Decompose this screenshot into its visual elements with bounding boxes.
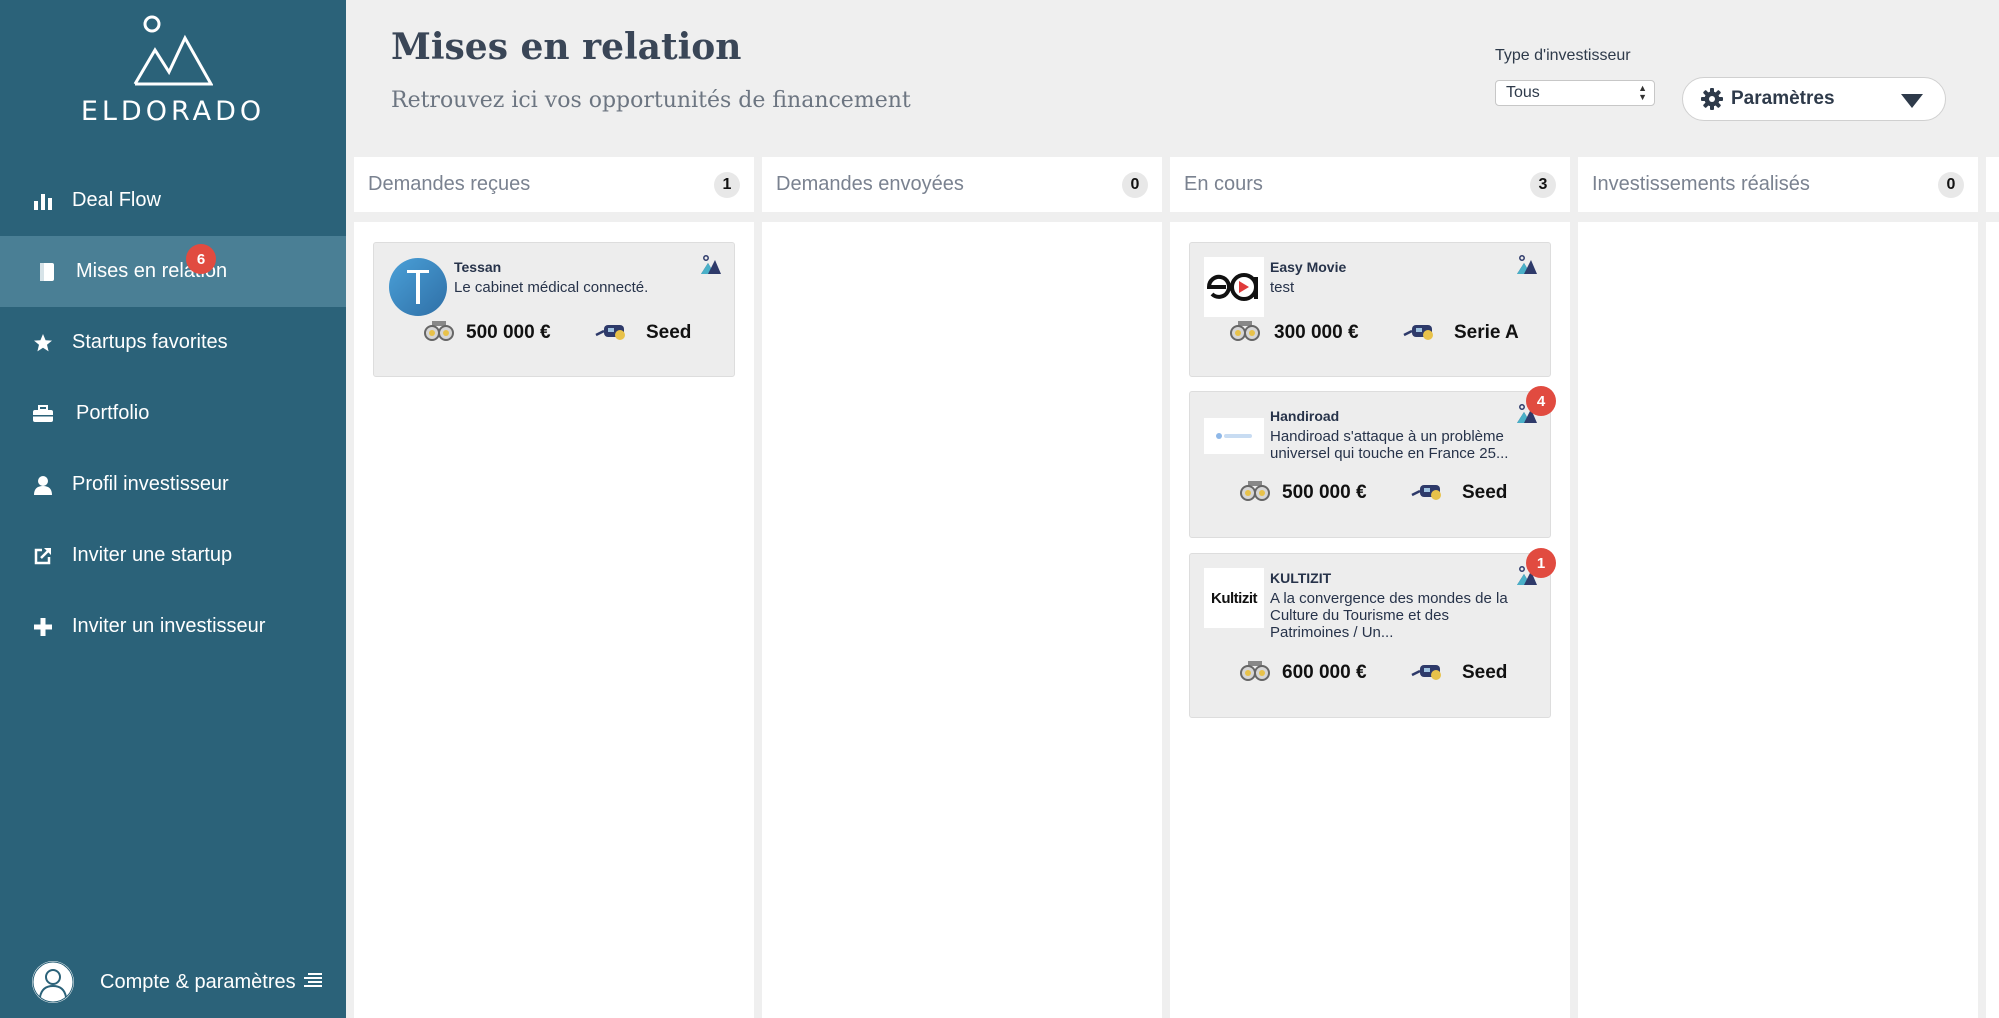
column-demandes-recues: Tessan Le cabinet médical connecté. 500 …: [354, 222, 754, 1018]
funding-amount: 500 000 €: [466, 322, 551, 343]
sidebar-item-mises-en-relation[interactable]: Mises en relation 6: [0, 236, 346, 307]
column-count: 0: [1938, 171, 1964, 198]
funding-amount: 600 000 €: [1282, 662, 1367, 683]
column-investissements-realises: [1578, 222, 1978, 1018]
startup-meta: 300 000 € Serie A: [1190, 318, 1552, 348]
column-count: 0: [1122, 171, 1148, 198]
notification-badge: 1: [1526, 548, 1556, 578]
briefcase-icon: [32, 403, 54, 425]
startup-logo-text: Kultizit: [1211, 589, 1258, 607]
funding-stage: Seed: [646, 322, 692, 343]
startup-name: Handiroad: [1270, 408, 1340, 424]
caret-down-icon: [1901, 92, 1923, 114]
startup-card-kultizit[interactable]: Kultizit KULTIZIT A la convergence des m…: [1189, 548, 1556, 718]
column-header-en-cours[interactable]: En cours 3: [1170, 157, 1570, 212]
sidebar-item-inviter-startup[interactable]: Inviter une startup: [0, 520, 346, 591]
startup-description: test: [1270, 279, 1295, 296]
mountain-icon: [1516, 255, 1538, 280]
star-icon: [32, 332, 54, 354]
binoculars-icon: [1240, 658, 1270, 687]
account-settings[interactable]: Compte & paramètres: [32, 960, 322, 1004]
rocket-icon: [1410, 658, 1448, 687]
account-label: Compte & paramètres: [100, 970, 296, 993]
rocket-icon: [594, 318, 632, 347]
column-partial: [1986, 222, 1999, 1018]
bar-chart-icon: [32, 190, 54, 212]
investor-type-select[interactable]: Tous ▲ ▼: [1495, 80, 1655, 106]
column-title: En cours: [1184, 173, 1263, 195]
startup-meta: 600 000 € Seed: [1190, 658, 1552, 688]
avatar: [32, 961, 74, 1003]
parameters-button[interactable]: Paramètres: [1682, 77, 1946, 121]
column-header-demandes-recues[interactable]: Demandes reçues 1: [354, 157, 754, 212]
funding-amount: 500 000 €: [1282, 482, 1367, 503]
sidebar-item-profil-investisseur[interactable]: Profil investisseur: [0, 449, 346, 520]
funding-stage: Serie A: [1454, 322, 1519, 343]
book-icon: [36, 261, 58, 283]
brand-logo[interactable]: ELDORADO: [0, 14, 346, 127]
sidebar-item-label: Profil investisseur: [72, 473, 229, 495]
column-count: 3: [1530, 171, 1556, 198]
startup-logo: [1204, 418, 1264, 454]
sidebar-nav: Deal Flow Mises en relation 6 Startups f…: [0, 165, 346, 662]
funding-stage: Seed: [1462, 662, 1508, 683]
rocket-icon: [1402, 318, 1440, 347]
funding-stage: Seed: [1462, 482, 1508, 503]
brand-name: ELDORADO: [80, 96, 266, 127]
column-header-partial: [1986, 157, 1999, 212]
startup-description: Le cabinet médical connecté.: [454, 279, 649, 296]
share-icon: [32, 545, 54, 567]
startup-logo: [388, 257, 448, 317]
sidebar-item-inviter-investisseur[interactable]: Inviter un investisseur: [0, 591, 346, 662]
sidebar: ELDORADO Deal Flow Mises en relation 6 S…: [0, 0, 346, 1018]
sidebar-item-label: Startups favorites: [72, 331, 228, 353]
plus-icon: [32, 616, 54, 638]
column-header-demandes-envoyees[interactable]: Demandes envoyées 0: [762, 157, 1162, 212]
column-en-cours: Easy Movie test 300 000 € Serie A Handir…: [1170, 222, 1570, 1018]
funding-amount: 300 000 €: [1274, 322, 1359, 343]
binoculars-icon: [1230, 318, 1260, 347]
page-title: Mises en relation: [391, 26, 742, 68]
startup-name: Tessan: [454, 259, 502, 275]
startup-card-handiroad[interactable]: Handiroad Handiroad s'attaque à un probl…: [1189, 386, 1556, 538]
notification-badge: 6: [186, 244, 216, 274]
sidebar-item-portfolio[interactable]: Portfolio: [0, 378, 346, 449]
investor-type-value: Tous: [1506, 84, 1540, 101]
startup-name: KULTIZIT: [1270, 570, 1332, 586]
select-arrows-icon: ▲ ▼: [1638, 83, 1647, 102]
column-demandes-envoyees: [762, 222, 1162, 1018]
mountain-logo-icon: [133, 15, 213, 86]
startup-name: Easy Movie: [1270, 259, 1347, 275]
binoculars-icon: [1240, 478, 1270, 507]
startup-logo: Kultizit: [1204, 568, 1264, 628]
sidebar-item-startups-favorites[interactable]: Startups favorites: [0, 307, 346, 378]
column-title: Investissements réalisés: [1592, 173, 1810, 195]
sidebar-item-label: Inviter un investisseur: [72, 615, 266, 637]
binoculars-icon: [424, 318, 454, 347]
column-header-investissements-realises[interactable]: Investissements réalisés 0: [1578, 157, 1978, 212]
mountain-icon: [700, 255, 722, 280]
startup-meta: 500 000 € Seed: [1190, 478, 1552, 508]
sidebar-item-deal-flow[interactable]: Deal Flow: [0, 165, 346, 236]
column-count: 1: [714, 171, 740, 198]
rocket-icon: [1410, 478, 1448, 507]
startup-logo: [1204, 257, 1264, 317]
menu-lines-icon[interactable]: [304, 971, 322, 994]
startup-description: Handiroad s'attaque à un problème univer…: [1270, 428, 1509, 462]
sidebar-item-label: Deal Flow: [72, 189, 161, 211]
startup-card-easy-movie[interactable]: Easy Movie test 300 000 € Serie A: [1189, 242, 1551, 377]
gear-icon: [1701, 88, 1723, 110]
notification-badge: 4: [1526, 386, 1556, 416]
startup-meta: 500 000 € Seed: [374, 318, 736, 348]
sidebar-item-label: Portfolio: [76, 402, 150, 424]
column-title: Demandes envoyées: [776, 173, 964, 195]
startup-card-tessan[interactable]: Tessan Le cabinet médical connecté. 500 …: [373, 242, 735, 377]
parameters-label: Paramètres: [1731, 88, 1835, 109]
startup-description: A la convergence des mondes de la Cultur…: [1270, 590, 1508, 641]
investor-type-label: Type d'investisseur: [1495, 47, 1631, 64]
column-title: Demandes reçues: [368, 173, 531, 195]
page-subtitle: Retrouvez ici vos opportunités de financ…: [391, 88, 911, 113]
sidebar-item-label: Inviter une startup: [72, 544, 233, 566]
user-icon: [32, 474, 54, 496]
